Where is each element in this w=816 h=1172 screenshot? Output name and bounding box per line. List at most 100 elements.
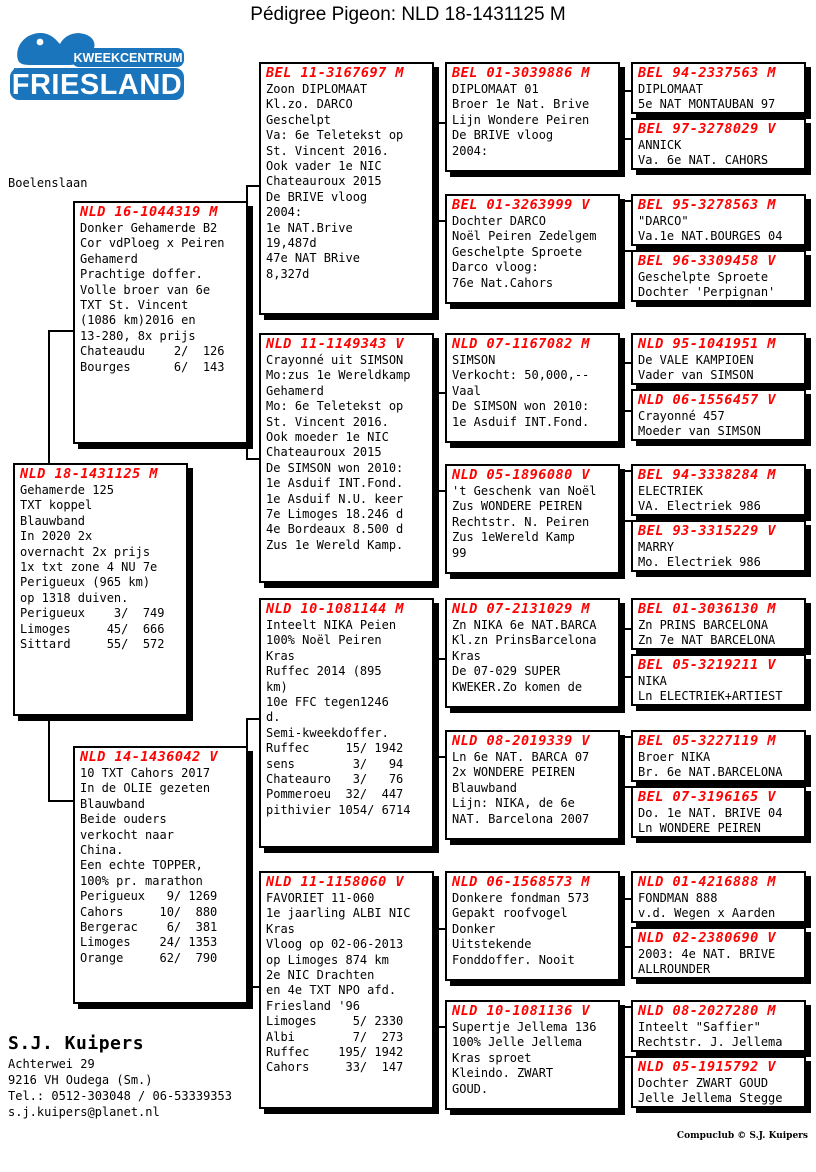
pedigree-card-gen4-9[interactable]: BEL 05-3219211 V NIKA Ln ELECTRIEK+ARTIE… bbox=[631, 654, 806, 706]
connector bbox=[618, 470, 631, 472]
pedigree-card-gen3-4[interactable]: NLD 07-2131029 M Zn NIKA 6e NAT.BARCA Kl… bbox=[445, 598, 620, 708]
card-details: DIPLOMAAT 5e NAT MONTAUBAN 97 bbox=[638, 82, 776, 112]
card-details: De VALE KAMPIOEN Vader van SIMSON bbox=[638, 353, 754, 383]
ring-number: BEL 01-3039886 M bbox=[452, 65, 591, 81]
card-details: Broer NIKA Br. 6e NAT.BARCELONA bbox=[638, 750, 783, 780]
pedigree-card-gen2-3[interactable]: NLD 11-1158060 V FAVORIET 11-060 1e jaar… bbox=[259, 871, 434, 1109]
breeder-details: S.J. Kuipers Achterwei 29 9216 VH Oudega… bbox=[8, 1032, 232, 1120]
card-details: FONDMAN 888 v.d. Wegen x Aarden bbox=[638, 891, 776, 921]
pedigree-card-gen4-4[interactable]: NLD 95-1041951 M De VALE KAMPIOEN Vader … bbox=[631, 333, 806, 385]
pedigree-card-gen2-0[interactable]: BEL 11-3167697 M Zoon DIPLOMAAT Kl.zo. D… bbox=[259, 62, 434, 315]
connector bbox=[618, 138, 631, 140]
pedigree-card-gen3-1[interactable]: BEL 01-3263999 V Dochter DARCO Noël Peir… bbox=[445, 194, 620, 304]
pedigree-card-subject[interactable]: NLD 18-1431125 M Gehamerde 125 TXT koppe… bbox=[13, 463, 188, 716]
card-details: Do. 1e NAT. BRIVE 04 Ln WONDERE PEIREN bbox=[638, 806, 783, 836]
card-details: Zn PRINS BARCELONA Zn 7e NAT BARCELONA bbox=[638, 618, 776, 648]
pedigree-card-sire[interactable]: NLD 16-1044319 M Donker Gehamerde B2 Cor… bbox=[73, 201, 248, 444]
card-details: Ln 6e NAT. BARCA 07 2x WONDERE PEIREN Bl… bbox=[452, 750, 590, 826]
connector bbox=[618, 676, 631, 678]
footer-copyright: Compuclub © S.J. Kuipers bbox=[676, 1131, 808, 1141]
breeder-phone: Tel.: 0512-303048 / 06-53339353 bbox=[8, 1089, 232, 1103]
ring-number: NLD 08-2019339 V bbox=[452, 733, 591, 749]
connector bbox=[432, 658, 445, 660]
connector bbox=[618, 1056, 631, 1058]
ring-number: BEL 01-3263999 V bbox=[452, 197, 591, 213]
pedigree-card-gen4-15[interactable]: NLD 05-1915792 V Dochter ZWART GOUD Jell… bbox=[631, 1056, 806, 1108]
pedigree-card-gen4-6[interactable]: BEL 94-3338284 M ELECTRIEK VA. Electriek… bbox=[631, 464, 806, 516]
connector bbox=[432, 392, 445, 394]
connector bbox=[618, 1006, 631, 1008]
pedigree-card-gen4-12[interactable]: NLD 01-4216888 M FONDMAN 888 v.d. Wegen … bbox=[631, 871, 806, 923]
pedigree-card-gen4-10[interactable]: BEL 05-3227119 M Broer NIKA Br. 6e NAT.B… bbox=[631, 730, 806, 782]
card-details: Geschelpte Sproete Dochter 'Perpignan' bbox=[638, 270, 776, 300]
connector bbox=[618, 250, 631, 252]
card-details: NIKA Ln ELECTRIEK+ARTIEST bbox=[638, 674, 783, 704]
pedigree-card-gen4-3[interactable]: BEL 96-3309458 V Geschelpte Sproete Doch… bbox=[631, 250, 806, 302]
ring-number: NLD 18-1431125 M bbox=[20, 466, 159, 482]
pedigree-card-gen4-13[interactable]: NLD 02-2380690 V 2003: 4e NAT. BRIVE ALL… bbox=[631, 927, 806, 979]
card-details: Zn NIKA 6e NAT.BARCA Kl.zn PrinsBarcelon… bbox=[452, 618, 597, 694]
pedigree-card-gen4-8[interactable]: BEL 01-3036130 M Zn PRINS BARCELONA Zn 7… bbox=[631, 598, 806, 650]
ring-number: NLD 10-1081144 M bbox=[266, 601, 405, 617]
pedigree-card-gen4-7[interactable]: BEL 93-3315229 V MARRY Mo. Electriek 986 bbox=[631, 520, 806, 572]
card-details: Donker Gehamerde B2 Cor vdPloeg x Peiren… bbox=[80, 221, 225, 374]
pedigree-card-gen3-3[interactable]: NLD 05-1896080 V 't Geschenk van Noël Zu… bbox=[445, 464, 620, 574]
ring-number: NLD 07-1167082 M bbox=[452, 336, 591, 352]
connector bbox=[618, 410, 631, 412]
pedigree-card-gen4-0[interactable]: BEL 94-2337563 M DIPLOMAAT 5e NAT MONTAU… bbox=[631, 62, 806, 114]
pedigree-card-gen4-2[interactable]: BEL 95-3278563 M "DARCO" Va.1e NAT.BOURG… bbox=[631, 194, 806, 246]
connector bbox=[432, 220, 445, 222]
pedigree-card-gen3-5[interactable]: NLD 08-2019339 V Ln 6e NAT. BARCA 07 2x … bbox=[445, 730, 620, 840]
pedigree-card-dam[interactable]: NLD 14-1436042 V 10 TXT Cahors 2017 In d… bbox=[73, 746, 248, 1004]
connector bbox=[618, 628, 631, 630]
ring-number: NLD 11-1158060 V bbox=[266, 874, 405, 890]
pedigree-card-gen4-5[interactable]: NLD 06-1556457 V Crayonné 457 Moeder van… bbox=[631, 389, 806, 441]
ring-number: NLD 07-2131029 M bbox=[452, 601, 591, 617]
card-details: Supertje Jellema 136 100% Jelle Jellema … bbox=[452, 1020, 597, 1096]
page-title: Pédigree Pigeon: NLD 18-1431125 M bbox=[250, 4, 566, 25]
breeder-name: S.J. Kuipers bbox=[8, 1033, 145, 1054]
connector bbox=[432, 928, 445, 930]
card-details: 2003: 4e NAT. BRIVE ALLROUNDER bbox=[638, 947, 776, 977]
pedigree-card-gen3-2[interactable]: NLD 07-1167082 M SIMSON Verkocht: 50,000… bbox=[445, 333, 620, 443]
card-details: Inteelt NIKA Peien 100% Noël Peiren Kras… bbox=[266, 618, 411, 817]
ring-number: BEL 95-3278563 M bbox=[638, 197, 777, 213]
pedigree-card-gen2-2[interactable]: NLD 10-1081144 M Inteelt NIKA Peien 100%… bbox=[259, 598, 434, 848]
card-details: 't Geschenk van Noël Zus WONDERE PEIREN … bbox=[452, 484, 597, 560]
connector bbox=[432, 1026, 445, 1028]
ring-number: BEL 97-3278029 V bbox=[638, 121, 777, 137]
card-details: Crayonné uit SIMSON Mo:zus 1e Wereldkamp… bbox=[266, 353, 411, 552]
connector bbox=[618, 200, 631, 202]
logo-main-text: FRIESLAND bbox=[12, 69, 182, 101]
ring-number: NLD 10-1081136 V bbox=[452, 1003, 591, 1019]
pedigree-card-gen3-0[interactable]: BEL 01-3039886 M DIPLOMAAT 01 Broer 1e N… bbox=[445, 62, 620, 172]
card-details: Crayonné 457 Moeder van SIMSON bbox=[638, 409, 761, 439]
ring-number: NLD 01-4216888 M bbox=[638, 874, 777, 890]
ring-number: BEL 96-3309458 V bbox=[638, 253, 777, 269]
card-details: MARRY Mo. Electriek 986 bbox=[638, 540, 761, 570]
ring-number: BEL 93-3315229 V bbox=[638, 523, 777, 539]
connector bbox=[618, 786, 631, 788]
connector bbox=[618, 90, 631, 92]
pedigree-card-gen4-11[interactable]: BEL 07-3196165 V Do. 1e NAT. BRIVE 04 Ln… bbox=[631, 786, 806, 838]
ring-number: BEL 07-3196165 V bbox=[638, 789, 777, 805]
connector bbox=[48, 330, 74, 332]
logo-top-text: KWEEKCENTRUM bbox=[73, 51, 182, 65]
pedigree-card-gen4-14[interactable]: NLD 08-2027280 M Inteelt "Saffier" Recht… bbox=[631, 1000, 806, 1052]
ring-number: NLD 95-1041951 M bbox=[638, 336, 777, 352]
loft-location: Boelenslaan bbox=[8, 176, 88, 190]
ring-number: BEL 94-3338284 M bbox=[638, 467, 777, 483]
connector bbox=[246, 718, 260, 720]
ring-number: BEL 05-3219211 V bbox=[638, 657, 777, 673]
card-details: Dochter DARCO Noël Peiren Zedelgem Gesch… bbox=[452, 214, 597, 290]
pedigree-card-gen3-6[interactable]: NLD 06-1568573 M Donkere fondman 573 Gep… bbox=[445, 871, 620, 981]
ring-number: NLD 16-1044319 M bbox=[80, 204, 219, 220]
pedigree-card-gen4-1[interactable]: BEL 97-3278029 V ANNICK Va. 6e NAT. CAHO… bbox=[631, 118, 806, 170]
card-details: Zoon DIPLOMAAT Kl.zo. DARCO Geschelpt Va… bbox=[266, 82, 404, 281]
ring-number: NLD 08-2027280 M bbox=[638, 1003, 777, 1019]
connector bbox=[432, 490, 445, 492]
pedigree-card-gen3-7[interactable]: NLD 10-1081136 V Supertje Jellema 136 10… bbox=[445, 1000, 620, 1110]
connector bbox=[246, 986, 260, 988]
card-details: SIMSON Verkocht: 50,000,-- Vaal De SIMSO… bbox=[452, 353, 590, 429]
pedigree-card-gen2-1[interactable]: NLD 11-1149343 V Crayonné uit SIMSON Mo:… bbox=[259, 333, 434, 583]
